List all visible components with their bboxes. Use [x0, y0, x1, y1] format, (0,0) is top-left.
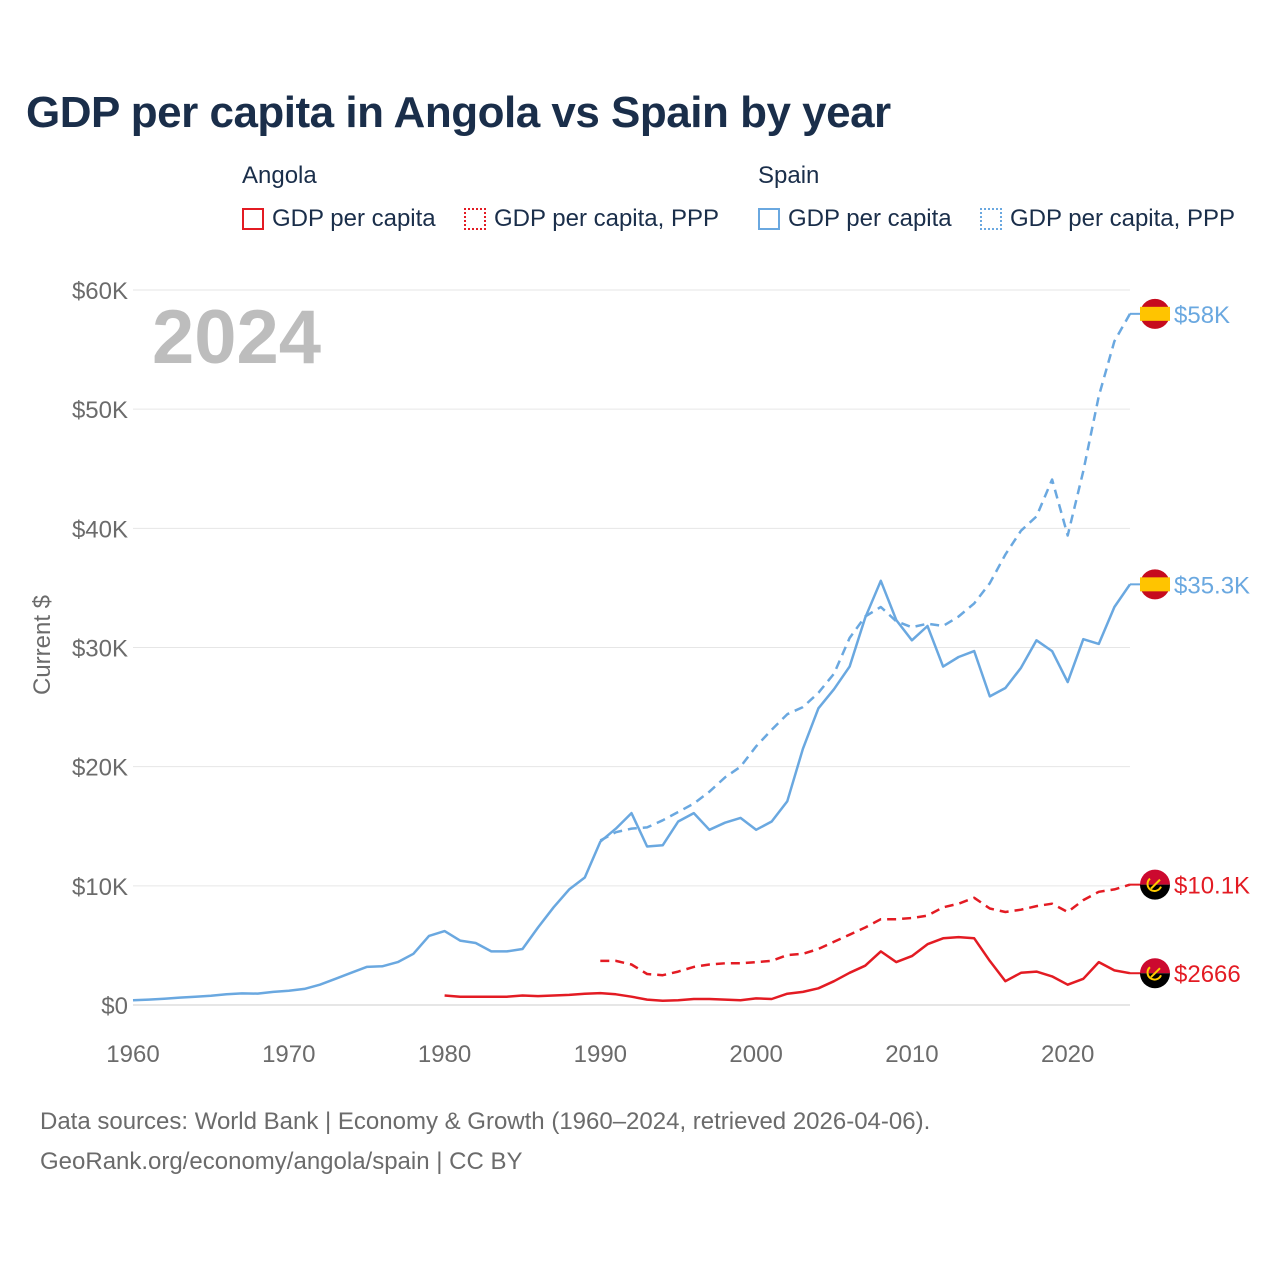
series-line-0: [132, 579, 1132, 1002]
y-tick-label: $50K: [72, 397, 128, 424]
chart-title: GDP per capita in Angola vs Spain by yea…: [26, 88, 891, 137]
angola-flag-emblem: [1146, 966, 1162, 981]
series-end-label: $2666: [1174, 961, 1241, 988]
legend-spain-gdp[interactable]: GDP per capita: [758, 205, 952, 233]
legend-spain-title: Spain: [758, 162, 820, 189]
y-tick-label: $20K: [72, 755, 128, 782]
year-watermark: 2024: [152, 295, 321, 380]
x-tick-label: 1960: [106, 1041, 159, 1068]
x-tick-label: 2010: [885, 1041, 938, 1068]
legend-spain-ppp-label: GDP per capita, PPP: [1010, 205, 1235, 232]
angola-flag-bottom: [1140, 884, 1170, 900]
angola-flag-icon: [1140, 869, 1170, 885]
x-tick-label: 1990: [574, 1041, 627, 1068]
y-tick-label: $10K: [72, 874, 128, 901]
x-tick-label: 2000: [729, 1041, 782, 1068]
legend-swatch-dotted-red: [464, 208, 486, 230]
legend-angola-ppp[interactable]: GDP per capita, PPP: [464, 205, 719, 233]
y-axis-label: Current $: [29, 595, 56, 695]
legend-swatch-solid-blue: [758, 208, 780, 230]
x-tick-label: 2020: [1041, 1041, 1094, 1068]
series-end-label: $10.1K: [1174, 873, 1250, 900]
legend-swatch-solid-red: [242, 208, 264, 230]
y-tick-label: $30K: [72, 636, 128, 663]
legend-angola-gdp-label: GDP per capita: [272, 205, 436, 232]
legend-swatch-dotted-blue: [980, 208, 1002, 230]
legend-angola-ppp-label: GDP per capita, PPP: [494, 205, 719, 232]
angola-flag-icon: [1140, 958, 1170, 974]
angola-flag-machete: [1150, 878, 1161, 890]
legend-spain-gdp-label: GDP per capita: [788, 205, 952, 232]
series-end-label: $35.3K: [1174, 572, 1250, 599]
y-tick-label: $40K: [72, 516, 128, 543]
y-tick-label: $0: [101, 993, 128, 1020]
spain-flag-stripe: [1140, 577, 1170, 592]
series-end-label: $58K: [1174, 302, 1230, 329]
series-line-1: [599, 313, 1132, 842]
x-tick-label: 1970: [262, 1041, 315, 1068]
y-tick-label: $60K: [72, 278, 128, 305]
x-tick-label: 1980: [418, 1041, 471, 1068]
legend-spain-ppp[interactable]: GDP per capita, PPP: [980, 205, 1235, 233]
spain-flag-stripe: [1140, 306, 1170, 321]
footer-credit: GeoRank.org/economy/angola/spain | CC BY: [40, 1148, 523, 1175]
series-line-3: [600, 883, 1131, 977]
angola-flag-machete: [1150, 967, 1161, 978]
legend-angola-gdp[interactable]: GDP per capita: [242, 205, 436, 233]
series-line-2: [444, 935, 1131, 1003]
angola-flag-bottom: [1140, 973, 1170, 989]
footer-sources: Data sources: World Bank | Economy & Gro…: [40, 1108, 931, 1135]
angola-flag-emblem: [1146, 877, 1162, 892]
legend-angola-title: Angola: [242, 162, 317, 189]
